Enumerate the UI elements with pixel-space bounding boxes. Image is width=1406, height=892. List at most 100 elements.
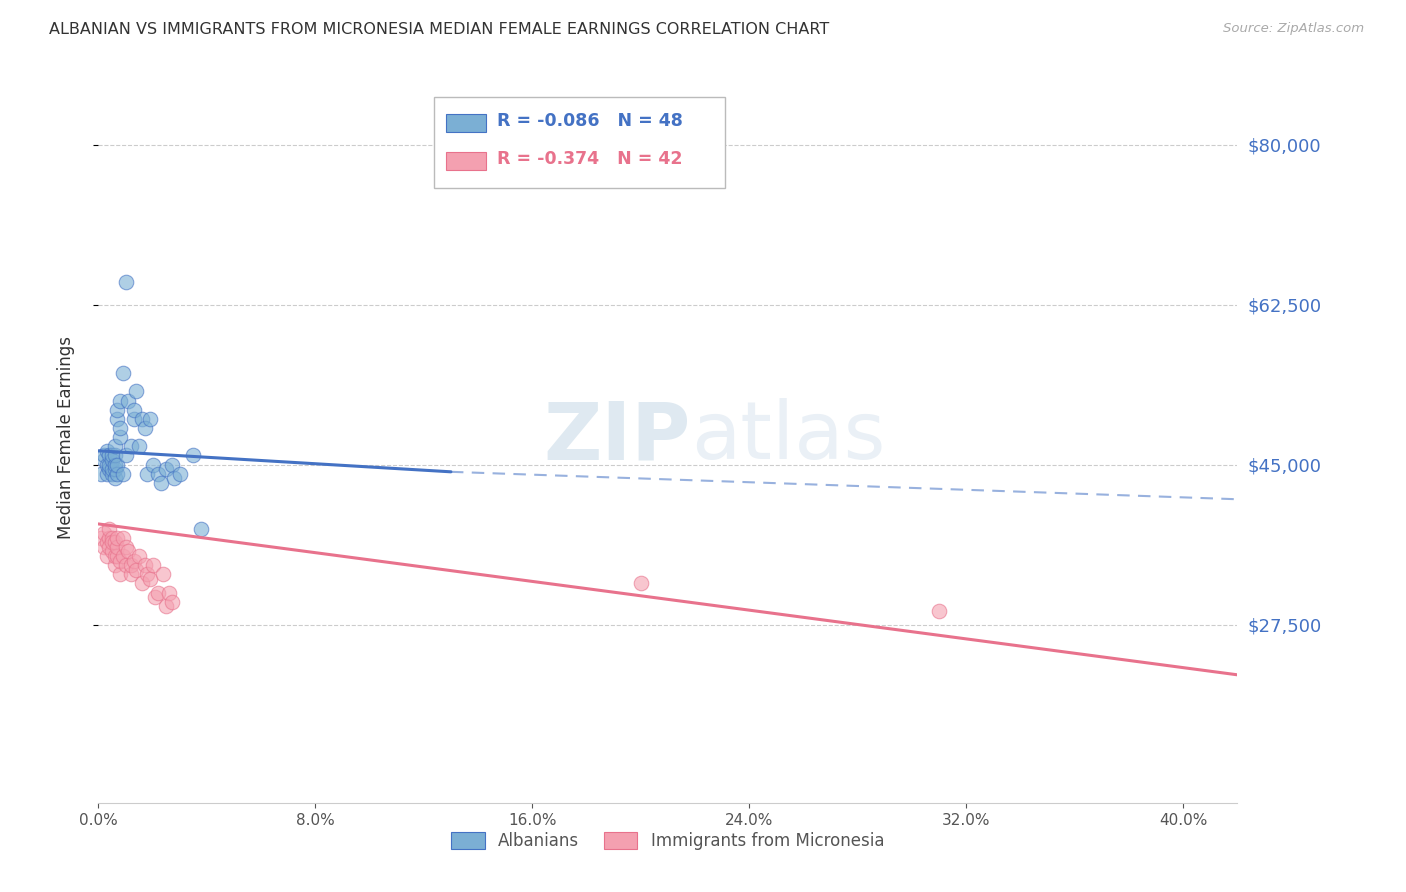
Text: R = -0.374   N = 42: R = -0.374 N = 42 [498,150,682,168]
Y-axis label: Median Female Earnings: Median Female Earnings [56,335,75,539]
Point [107,402,129,417]
Point [98,531,121,545]
Point [134,558,156,573]
Point [107,549,129,563]
Point [136,467,159,481]
Point [163,471,186,485]
Point [111,549,134,563]
Point [104,462,127,476]
Point [104,471,127,485]
Point [111,531,134,545]
Point [96,549,118,563]
Point [139,572,162,586]
Point [131,576,153,591]
Point [114,540,136,554]
FancyBboxPatch shape [434,97,725,188]
Point [111,366,134,380]
Point [108,430,131,444]
Point [96,467,118,481]
Point [101,448,124,462]
Point [98,462,121,476]
Point [90,467,112,481]
Point [107,411,129,425]
Point [104,458,127,472]
Point [93,526,115,541]
Point [104,549,127,563]
Point [101,453,124,467]
Point [120,558,142,573]
Point [93,453,115,467]
Point [93,448,115,462]
Point [136,567,159,582]
Point [128,439,150,453]
Point [108,421,131,435]
Point [155,599,177,614]
Point [104,448,127,462]
Point [142,558,165,573]
Point [169,467,191,481]
Point [155,462,177,476]
Point [190,521,212,535]
Point [104,535,127,549]
Point [98,458,121,472]
Point [139,411,162,425]
Point [107,531,129,545]
Point [122,411,145,425]
Point [145,590,167,604]
Point [107,467,129,481]
Point [114,448,136,462]
Point [98,521,121,535]
Point [107,458,129,472]
Text: atlas: atlas [690,398,884,476]
Point [125,384,148,399]
Point [125,563,148,577]
Point [157,585,180,599]
Text: ZIP: ZIP [543,398,690,476]
Point [96,458,118,472]
Point [120,439,142,453]
Point [90,531,112,545]
Point [104,439,127,453]
Point [107,540,129,554]
Point [111,467,134,481]
Point [146,585,169,599]
Point [96,443,118,458]
Point [114,275,136,289]
Point [117,393,139,408]
Point [101,462,124,476]
Point [104,558,127,573]
Point [134,421,156,435]
FancyBboxPatch shape [446,152,485,170]
Point [98,540,121,554]
Point [160,594,183,608]
Point [101,544,124,558]
Point [142,458,165,472]
Point [120,567,142,582]
Legend: Albanians, Immigrants from Micronesia: Albanians, Immigrants from Micronesia [444,825,891,856]
Point [114,558,136,573]
Point [128,549,150,563]
Point [93,540,115,554]
Point [117,544,139,558]
Point [122,402,145,417]
FancyBboxPatch shape [446,114,485,132]
Point [183,448,205,462]
Point [630,576,652,591]
Text: R = -0.086   N = 48: R = -0.086 N = 48 [498,112,683,130]
Point [101,531,124,545]
Point [108,393,131,408]
Point [108,567,131,582]
Point [101,467,124,481]
Point [122,553,145,567]
Point [152,567,174,582]
Point [928,604,950,618]
Point [108,553,131,567]
Point [96,535,118,549]
Point [149,475,172,490]
Point [131,411,153,425]
Point [101,535,124,549]
Point [160,458,183,472]
Text: Source: ZipAtlas.com: Source: ZipAtlas.com [1223,22,1364,36]
Text: ALBANIAN VS IMMIGRANTS FROM MICRONESIA MEDIAN FEMALE EARNINGS CORRELATION CHART: ALBANIAN VS IMMIGRANTS FROM MICRONESIA M… [49,22,830,37]
Point [146,467,169,481]
